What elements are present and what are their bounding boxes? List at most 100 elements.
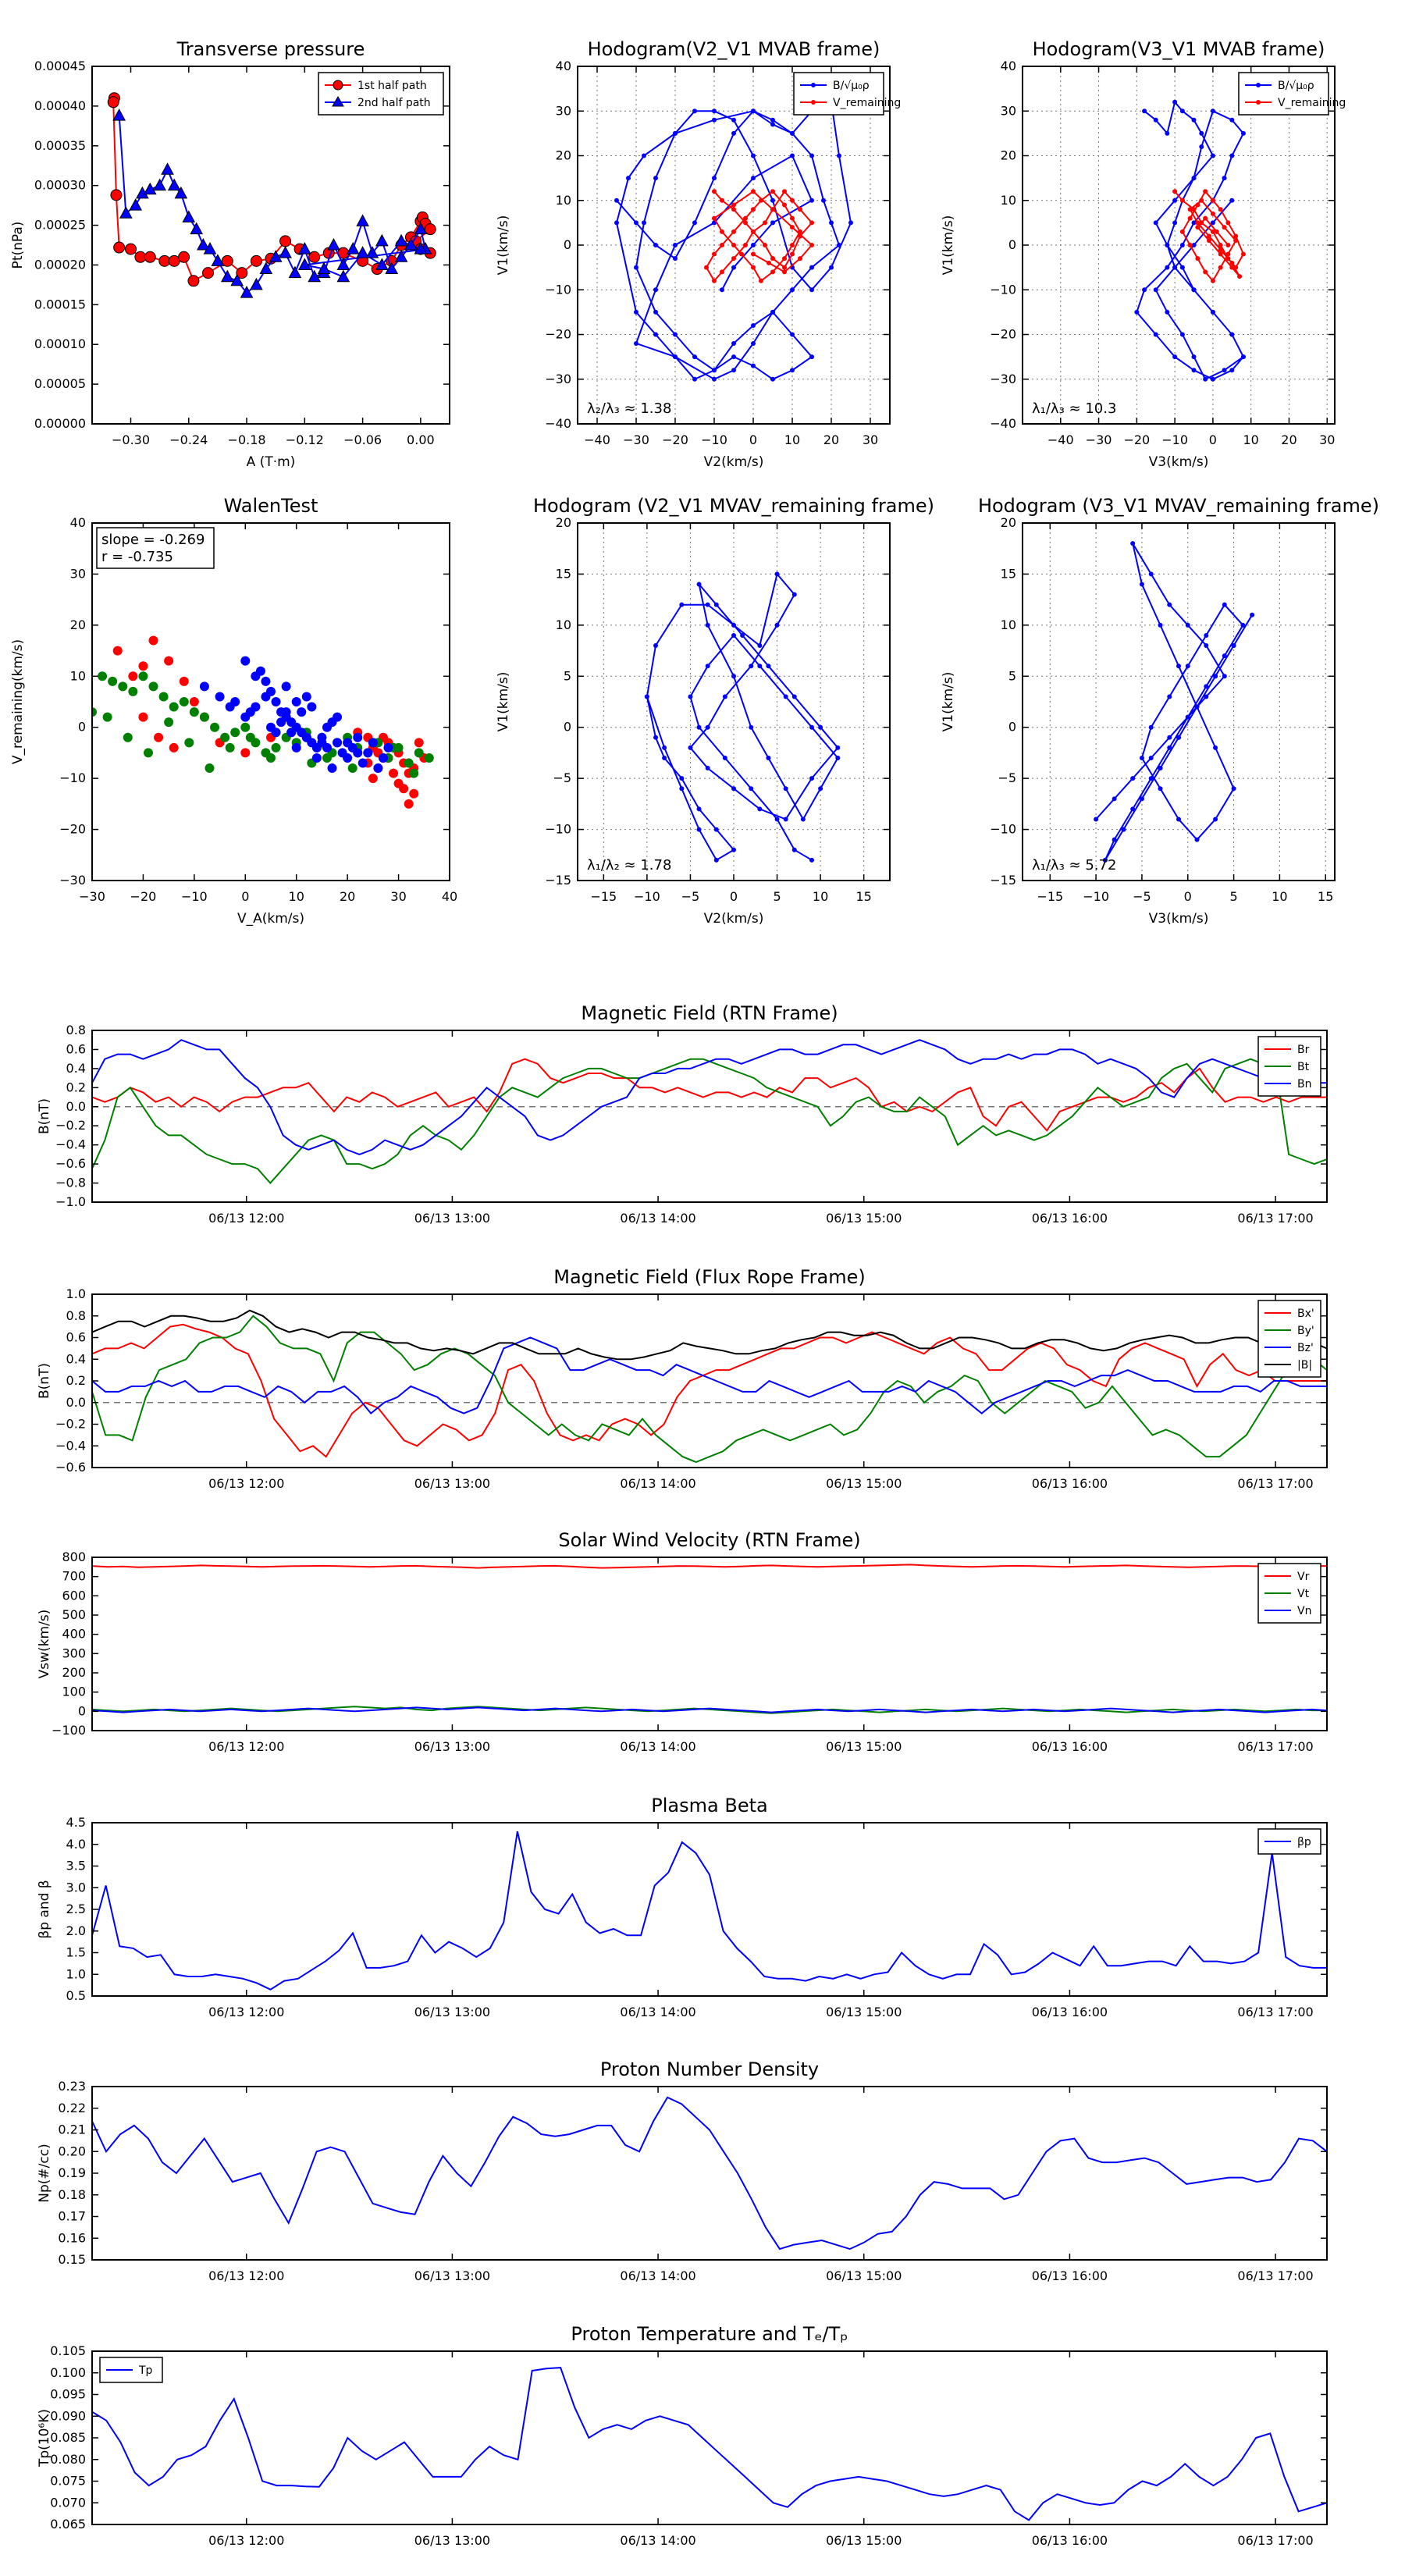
y-tick-label: 0.00010 [34,336,86,351]
x-tick-label: 0 [1184,889,1192,904]
y-tick-label: 0 [78,720,86,735]
data-point [770,256,775,262]
x-tick-label: −40 [584,432,610,447]
data-point [770,269,775,275]
data-point [634,220,638,226]
plot-area [92,1831,1327,1991]
scatter-point [291,742,301,753]
data-point [182,210,196,222]
x-tick-label: 06/13 14:00 [620,1739,695,1754]
x-tick-label: 06/13 15:00 [826,1739,902,1754]
data-point [1199,197,1204,203]
data-point [740,632,745,638]
y-tick-label: 1.5 [66,1945,86,1960]
data-point [279,246,292,258]
data-point [751,251,756,257]
series-line-Vt [92,1706,1327,1714]
chart-title: Magnetic Field (Flux Rope Frame) [553,1266,865,1288]
legend-marker [333,80,343,91]
data-point [790,251,795,257]
x-tick-label: 20 [340,889,355,904]
data-point [1210,278,1215,283]
data-point [1172,99,1178,105]
data-point [394,233,408,247]
data-point [1187,243,1193,247]
data-point [770,220,775,226]
data-point [129,198,143,211]
data-point [1148,724,1154,730]
data-point [783,694,788,699]
y-tick-label: 0.6 [66,1041,86,1056]
data-point [308,269,322,283]
data-point [818,724,823,730]
data-point [197,237,210,251]
data-point [1191,354,1197,360]
data-point [365,246,379,258]
data-point [119,206,133,219]
data-point [751,323,756,329]
y-tick-label: 0.16 [58,2230,86,2245]
scatter-point [389,768,399,778]
x-tick-label: 30 [1319,432,1335,447]
data-point [1207,238,1212,244]
data-point [1130,776,1136,781]
scatter-point [179,697,189,706]
data-point [809,243,814,247]
data-point [1153,220,1158,226]
y-tick-label: 30 [70,566,86,581]
plot-area [644,571,841,863]
legend-label: βp [1297,1836,1311,1848]
y-tick-label: 0.8 [66,1023,86,1037]
chart-np: 06/13 12:00 06/13 13:00 06/13 14:00 06/13 1… [37,2058,1328,2283]
data-point [1210,211,1215,216]
y-tick-label: 0 [78,1703,86,1718]
data-point [821,197,826,203]
y-tick-label: 0 [564,237,571,252]
data-point [1240,354,1246,360]
data-point [1229,197,1235,203]
x-tick-label: −15 [1037,889,1063,904]
data-point [336,269,350,283]
data-point [1222,653,1227,659]
y-tick-label: 15 [1001,566,1016,581]
data-point [790,153,795,158]
x-tick-label: 06/13 12:00 [208,1476,284,1491]
x-tick-label: 06/13 12:00 [208,1211,284,1226]
x-tick-label: 06/13 16:00 [1032,1476,1108,1491]
data-point [751,265,756,270]
scatter-point [92,707,97,717]
data-point [346,242,360,254]
y-axis-label: Tp(10⁶K) [37,2409,52,2467]
x-tick-label: 06/13 17:00 [1237,2268,1313,2283]
series-line-Tp [92,2367,1327,2521]
scatter-point [220,732,230,742]
x-axis-label: A (T·m) [247,454,296,470]
x-tick-label: 0 [749,432,757,447]
plot-area [92,2096,1327,2250]
data-point [1210,220,1215,226]
stats-box [96,527,215,569]
data-point [1139,755,1144,760]
data-point [297,258,311,270]
data-point [1142,109,1147,114]
scatter-point [404,799,414,809]
y-tick-label: −15 [990,873,1016,888]
chart-mag_fr: 06/13 12:00 06/13 13:00 06/13 14:00 06/13 1… [37,1266,1328,1491]
y-tick-label: 0.15 [58,2252,86,2267]
data-point [634,309,638,315]
series-line-Bn [92,1039,1327,1155]
x-tick-label: 40 [442,889,457,904]
data-point [1187,207,1193,212]
x-tick-label: −10 [634,889,660,904]
scatter-point [383,742,393,753]
data-point [743,215,748,221]
data-point [110,189,123,201]
data-point [743,220,748,226]
data-point [1167,602,1172,607]
x-tick-label: 15 [1318,889,1333,904]
data-point [712,376,717,382]
y-tick-label: 200 [62,1665,86,1680]
plot-area [92,1564,1327,1714]
chart-title: Proton Temperature and Tₑ/Tₚ [571,2323,848,2345]
x-tick-label: 06/13 14:00 [620,2005,695,2019]
